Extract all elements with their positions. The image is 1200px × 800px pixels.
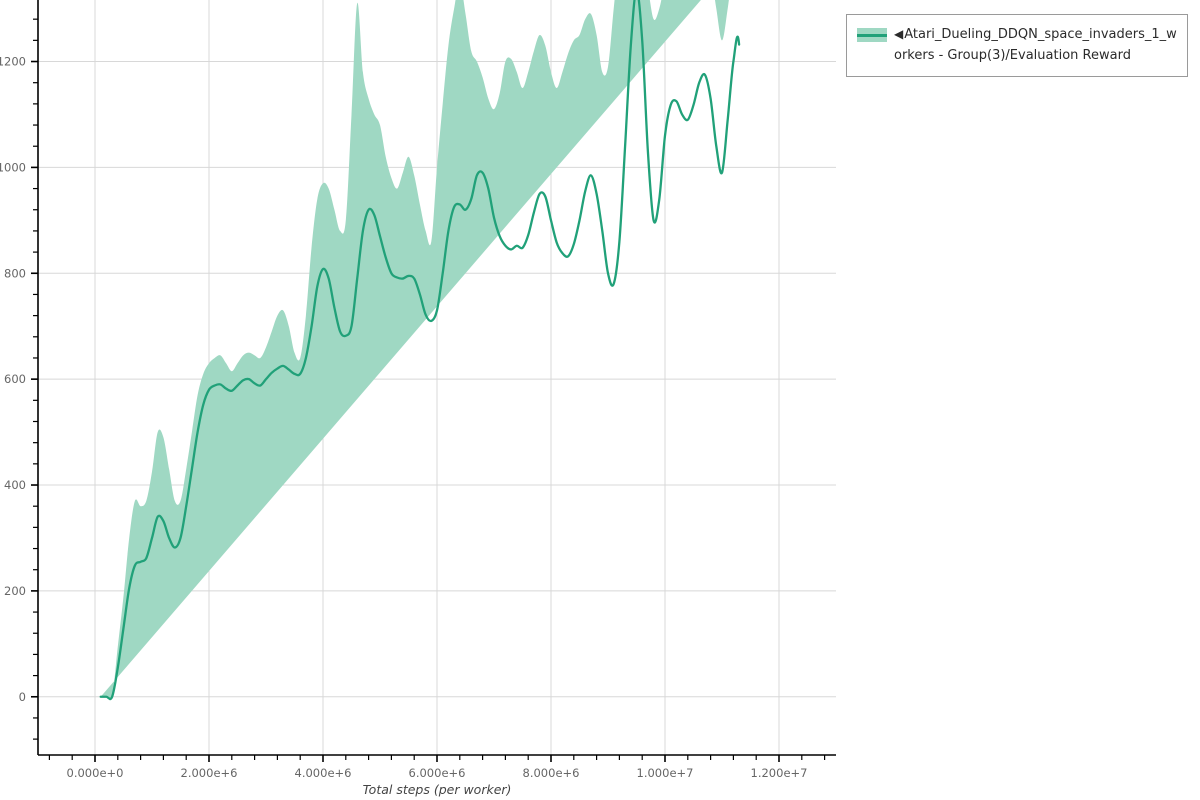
x-tick-label: 6.000e+6 — [409, 766, 466, 780]
mean-line — [99, 0, 741, 701]
x-tick-label: 4.000e+6 — [295, 766, 352, 780]
y-axis-tick-labels: 0 200 400 600 800 1000 1200 — [0, 55, 26, 704]
y-tick-label: 0 — [19, 690, 26, 704]
x-tick-label: 1.200e+7 — [751, 766, 808, 780]
x-axis-tick-labels: 0.000e+0 2.000e+6 4.000e+6 6.000e+6 8.000e+6… — [67, 766, 808, 780]
series-group — [99, 0, 741, 701]
legend-entry-label: ◀Atari_Dueling_DDQN_space_invaders_1_wor… — [894, 24, 1177, 66]
x-tick-label: 2.000e+6 — [181, 766, 238, 780]
y-axis-ticks — [31, 18, 38, 740]
legend-collapse-icon[interactable]: ◀ — [894, 27, 904, 41]
x-axis-title: Total steps (per worker) — [363, 782, 512, 797]
legend-series-name: Atari_Dueling_DDQN_space_invaders_1_work… — [894, 27, 1177, 63]
x-axis-ticks — [48, 755, 826, 762]
legend-swatch — [857, 26, 887, 44]
x-tick-label: 0.000e+0 — [67, 766, 124, 780]
y-tick-label: 800 — [4, 266, 26, 280]
y-tick-label: 200 — [4, 584, 26, 598]
x-tick-label: 8.000e+6 — [523, 766, 580, 780]
chart-legend[interactable]: ◀Atari_Dueling_DDQN_space_invaders_1_wor… — [846, 14, 1188, 77]
y-tick-label: 600 — [4, 372, 26, 386]
y-tick-label: 1000 — [0, 160, 26, 174]
y-tick-label: 400 — [4, 478, 26, 492]
legend-line-swatch — [857, 34, 887, 37]
y-tick-label: 1200 — [0, 55, 26, 69]
x-tick-label: 1.000e+7 — [637, 766, 694, 780]
